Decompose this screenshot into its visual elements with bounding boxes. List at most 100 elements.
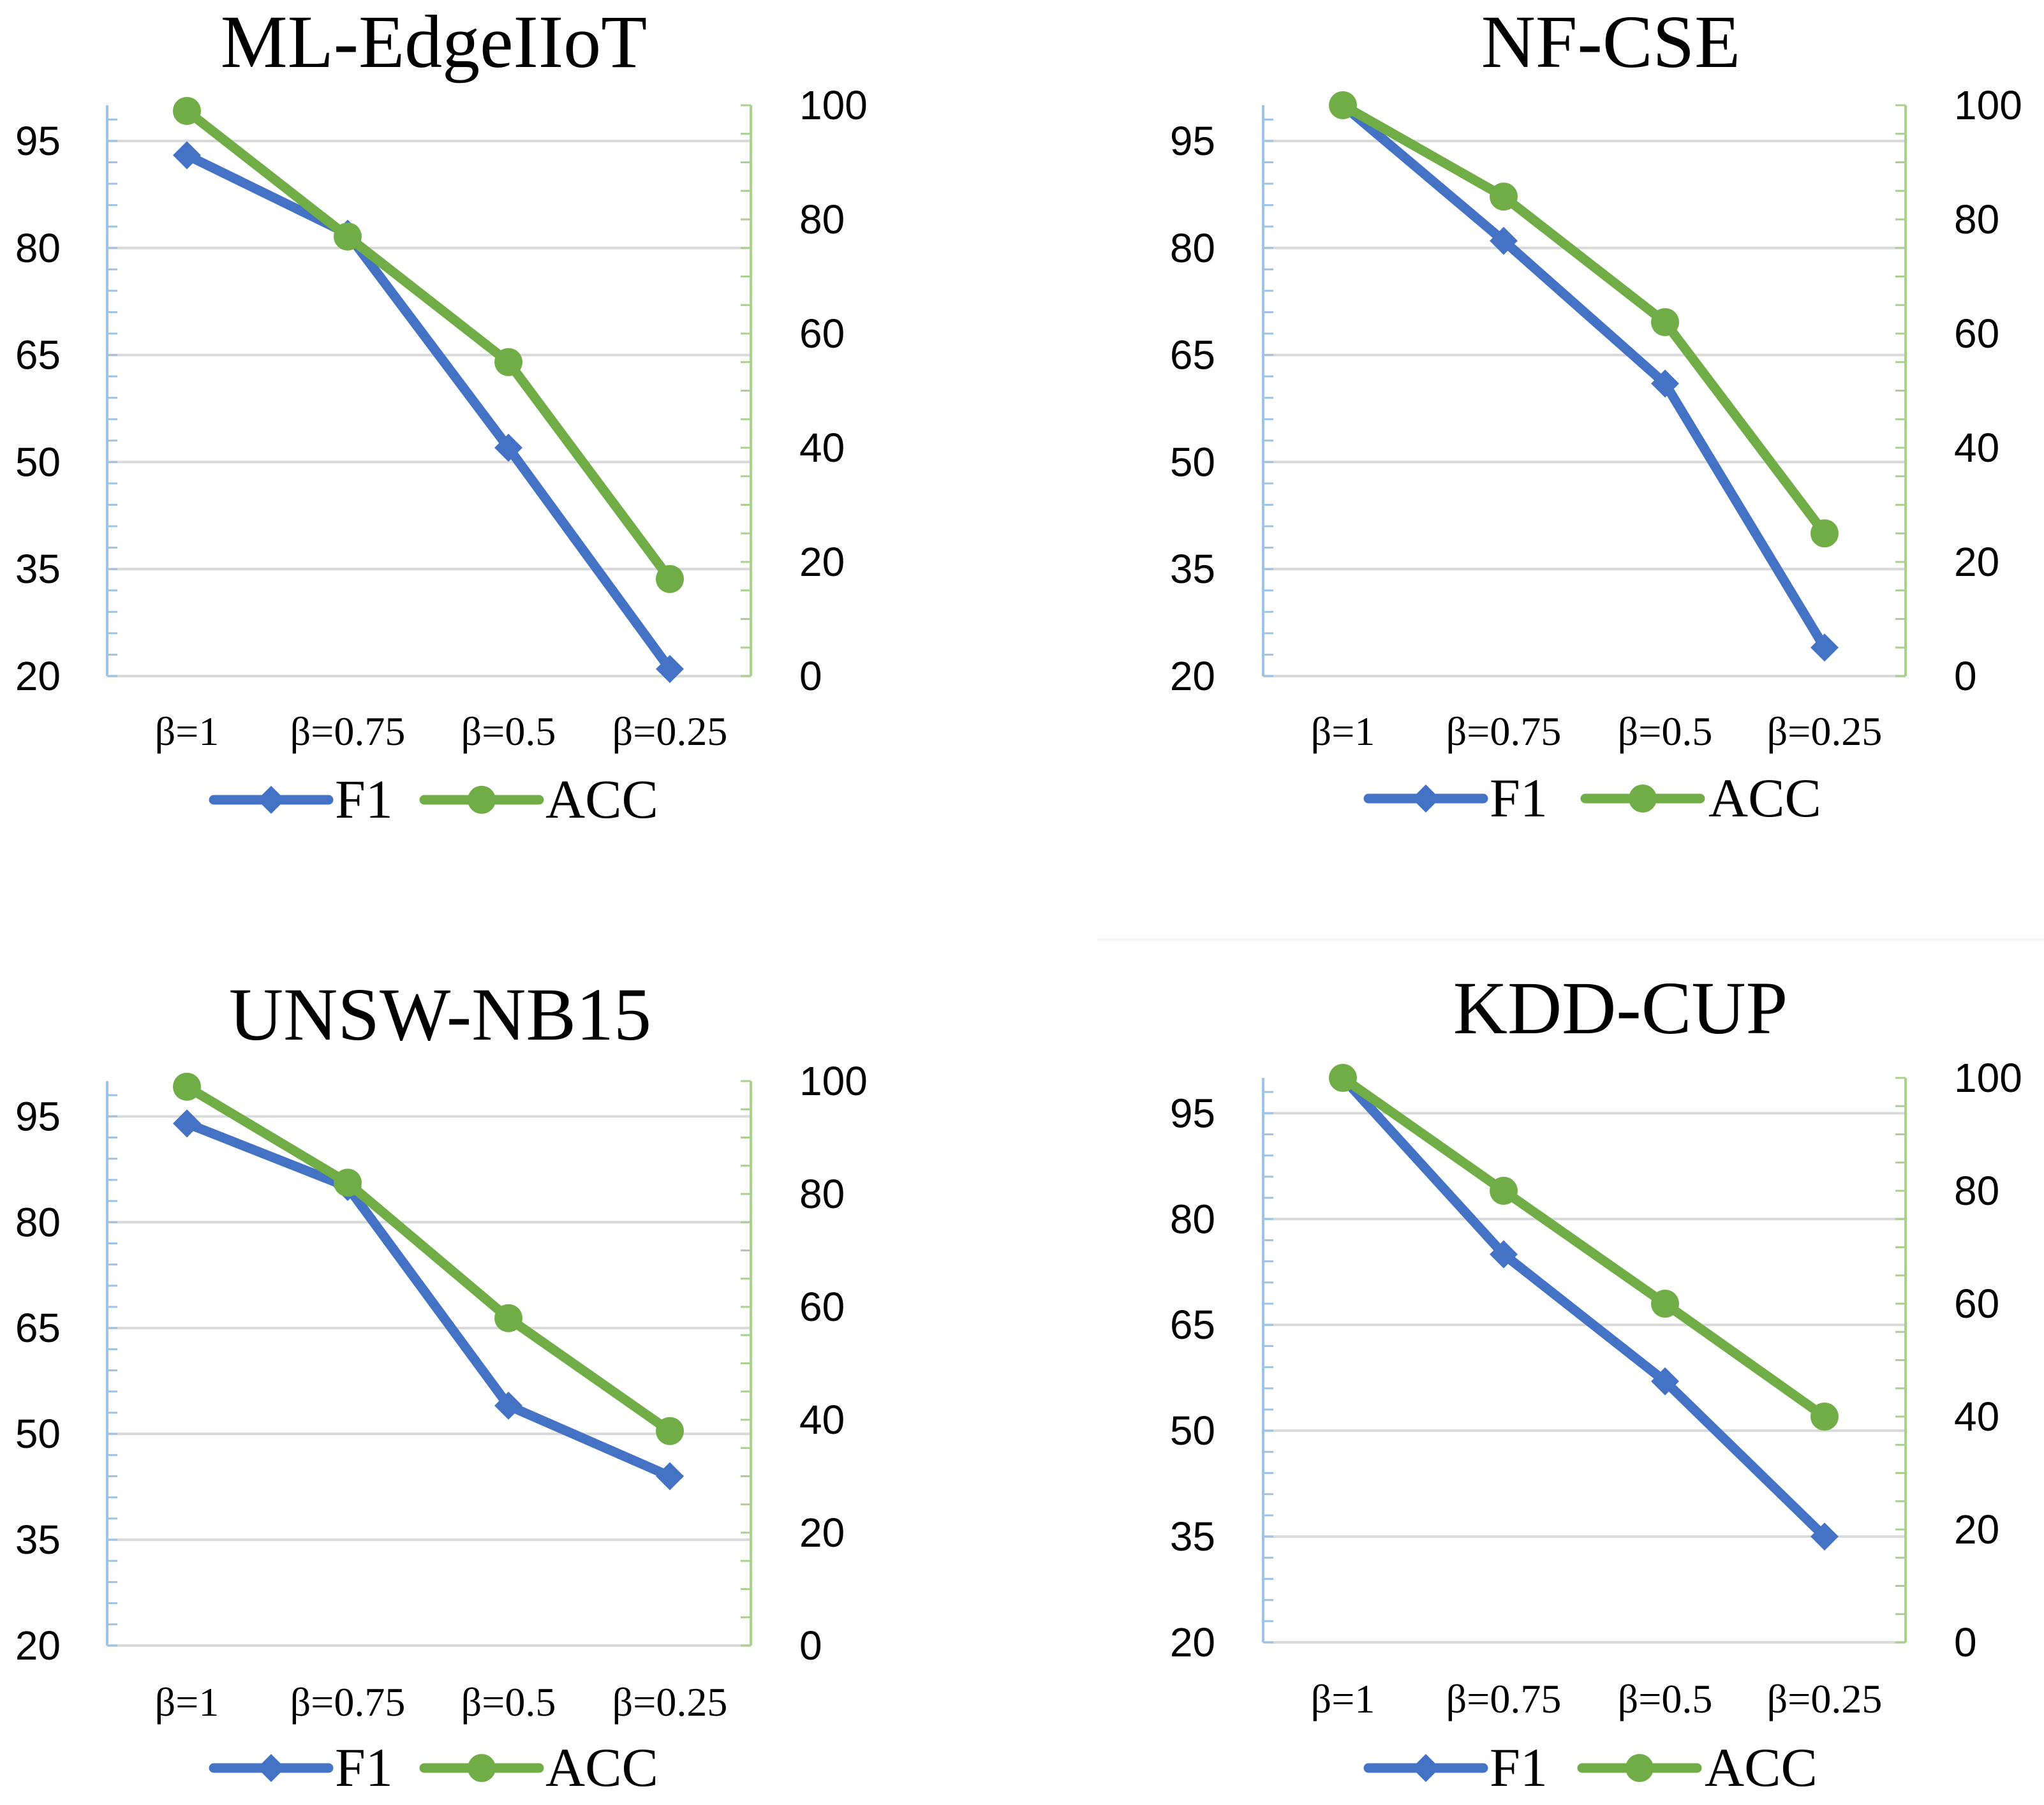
chart-title: UNSW-NB15 bbox=[229, 973, 651, 1056]
right-tick-label: 40 bbox=[1954, 1394, 1999, 1440]
legend: F1 ACC bbox=[1363, 1737, 1818, 1798]
right-tick-label: 80 bbox=[1954, 1168, 1999, 1214]
series-line-f1 bbox=[1338, 100, 1830, 652]
x-tick-label: β=0.5 bbox=[461, 1679, 556, 1725]
x-tick-label: β=0.75 bbox=[1446, 1676, 1562, 1721]
left-tick-label: 95 bbox=[1170, 1090, 1215, 1136]
left-tick-label: 50 bbox=[15, 439, 61, 485]
legend-label-f1: F1 bbox=[335, 1737, 393, 1798]
data-point-acc bbox=[656, 564, 684, 593]
right-tick-label: 20 bbox=[1954, 539, 1999, 585]
legend-marker-acc bbox=[468, 786, 496, 814]
data-point-f1 bbox=[494, 434, 522, 462]
right-tick-label: 40 bbox=[799, 1397, 845, 1443]
left-tick-label: 35 bbox=[1170, 546, 1215, 592]
right-tick-label: 40 bbox=[799, 425, 845, 471]
x-tick-label: β=1 bbox=[155, 709, 219, 754]
right-tick-label: 80 bbox=[799, 196, 845, 242]
legend-marker-f1 bbox=[257, 1754, 285, 1782]
left-tick-label: 20 bbox=[15, 653, 61, 699]
right-tick-label: 20 bbox=[799, 539, 845, 585]
series-line-f1 bbox=[182, 150, 675, 674]
data-point-acc bbox=[173, 96, 201, 125]
series-line-acc bbox=[182, 106, 675, 584]
series-f1 bbox=[1329, 91, 1839, 662]
legend: F1 ACC bbox=[209, 769, 658, 830]
data-point-acc bbox=[1329, 1064, 1357, 1092]
right-tick-label: 20 bbox=[1954, 1507, 1999, 1552]
x-tick-label: β=1 bbox=[1311, 709, 1375, 754]
chart-panel-2: NF-CSE 95 80 65 50 35 20 100 80 60 40 20 0 β=1 β=0.75 β… bbox=[1170, 0, 2022, 829]
right-tick-label: 20 bbox=[799, 1510, 845, 1556]
left-tick-label: 80 bbox=[15, 1199, 61, 1245]
series-line-f1 bbox=[1338, 1073, 1830, 1542]
x-tick-label: β=1 bbox=[155, 1679, 219, 1725]
left-tick-label: 65 bbox=[15, 332, 61, 378]
left-tick-label: 50 bbox=[1170, 1408, 1215, 1454]
legend: F1 ACC bbox=[209, 1737, 658, 1798]
x-tick-label: β=0.5 bbox=[1618, 1676, 1713, 1721]
right-tick-label: 60 bbox=[1954, 1281, 1999, 1327]
x-tick-label: β=0.5 bbox=[461, 709, 556, 754]
left-tick-label: 95 bbox=[15, 1093, 61, 1139]
right-tick-label: 0 bbox=[1954, 653, 1977, 699]
data-point-acc bbox=[173, 1072, 201, 1101]
right-tick-label: 0 bbox=[799, 653, 822, 699]
data-point-f1 bbox=[1811, 1522, 1839, 1551]
chart-title: ML-EdgeIIoT bbox=[221, 0, 647, 84]
series-acc bbox=[173, 1072, 684, 1445]
chart-panel-3: UNSW-NB15 95 80 65 50 35 20 100 80 60 40 20 0 β=1 β=0.… bbox=[15, 973, 868, 1798]
legend-marker-acc bbox=[468, 1754, 496, 1782]
right-tick-label: 100 bbox=[1954, 82, 2022, 128]
series-line-acc bbox=[1338, 1073, 1830, 1422]
right-tick-label: 80 bbox=[799, 1171, 845, 1217]
left-tick-label: 80 bbox=[1170, 225, 1215, 271]
legend-label-acc: ACC bbox=[545, 769, 658, 830]
series-acc bbox=[1329, 91, 1839, 548]
left-tick-label: 65 bbox=[1170, 1302, 1215, 1348]
data-point-f1 bbox=[1811, 633, 1839, 662]
data-point-f1 bbox=[656, 1462, 684, 1491]
legend-marker-f1 bbox=[1412, 1754, 1440, 1782]
legend-marker-acc bbox=[1626, 1754, 1654, 1782]
right-tick-label: 100 bbox=[1954, 1055, 2022, 1101]
x-tick-label: β=0.25 bbox=[612, 709, 728, 754]
legend-label-acc: ACC bbox=[1708, 767, 1821, 829]
x-tick-label: β=0.5 bbox=[1618, 709, 1713, 754]
series-f1 bbox=[173, 141, 684, 683]
data-point-f1 bbox=[1490, 226, 1518, 255]
right-tick-label: 80 bbox=[1954, 196, 1999, 242]
left-tick-label: 35 bbox=[15, 546, 61, 592]
data-point-acc bbox=[494, 348, 522, 376]
x-tick-label: β=1 bbox=[1311, 1676, 1375, 1721]
left-tick-label: 20 bbox=[1170, 1619, 1215, 1665]
chart-title: KDD-CUP bbox=[1453, 966, 1788, 1050]
right-tick-label: 40 bbox=[1954, 425, 1999, 471]
legend-marker-f1 bbox=[257, 786, 285, 814]
data-point-acc bbox=[1651, 1290, 1679, 1318]
data-point-acc bbox=[1651, 308, 1679, 337]
legend: F1 ACC bbox=[1363, 767, 1821, 829]
left-tick-label: 20 bbox=[15, 1623, 61, 1669]
left-tick-label: 50 bbox=[1170, 439, 1215, 485]
data-point-acc bbox=[1811, 519, 1839, 548]
data-point-f1 bbox=[173, 141, 201, 170]
legend-marker-acc bbox=[1629, 785, 1657, 813]
chart-title: NF-CSE bbox=[1481, 0, 1741, 84]
series-line-acc bbox=[1338, 100, 1830, 538]
data-point-acc bbox=[334, 1168, 362, 1197]
x-tick-label: β=0.25 bbox=[612, 1679, 728, 1725]
chart-panel-4: KDD-CUP 95 80 65 50 35 20 100 80 60 40 20 0 β=1 β=0.75… bbox=[1170, 966, 2022, 1798]
data-point-acc bbox=[494, 1304, 522, 1332]
data-point-f1 bbox=[173, 1109, 201, 1138]
chart-panel-1: ML-EdgeIIoT 95 80 65 50 35 20 100 80 60 40 20 0 β=1 β=… bbox=[15, 0, 868, 830]
data-point-f1 bbox=[1651, 1367, 1679, 1396]
left-tick-label: 35 bbox=[15, 1517, 61, 1563]
data-point-acc bbox=[334, 222, 362, 251]
data-point-acc bbox=[1329, 91, 1357, 119]
data-point-f1 bbox=[656, 654, 684, 683]
legend-marker-f1 bbox=[1412, 785, 1440, 813]
legend-label-acc: ACC bbox=[1705, 1737, 1818, 1798]
right-tick-label: 100 bbox=[799, 1058, 868, 1104]
